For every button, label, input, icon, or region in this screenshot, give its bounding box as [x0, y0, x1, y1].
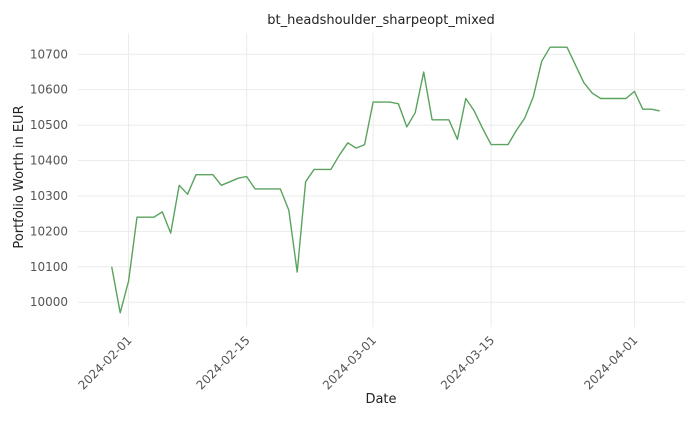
y-tick-label: 10000: [30, 295, 68, 309]
grid: [78, 33, 685, 327]
series-line: [111, 46, 660, 314]
x-tick-label: 2024-03-15: [438, 333, 497, 392]
chart-title: bt_headshoulder_sharpeopt_mixed: [267, 13, 494, 28]
y-tick-label: 10600: [30, 83, 68, 97]
x-axis-label: Date: [365, 392, 396, 407]
axes: 10000 10100 10200 10300 10400 10500 10600 10700…: [30, 47, 641, 392]
x-tick-label: 2024-02-01: [75, 333, 134, 392]
x-tick-label: 2024-04-01: [581, 333, 640, 392]
y-tick-label: 10400: [30, 154, 68, 168]
y-tick-label: 10300: [30, 189, 68, 203]
y-tick-label: 10500: [30, 118, 68, 132]
x-tick-label: 2024-03-01: [320, 333, 379, 392]
y-axis-label: Portfolio Worth in EUR: [12, 105, 27, 248]
x-tick-label: 2024-02-15: [194, 333, 253, 392]
y-tick-label: 10200: [30, 224, 68, 238]
y-tick-label: 10100: [30, 260, 68, 274]
y-tick-label: 10700: [30, 47, 68, 61]
series-layer: [111, 46, 660, 314]
